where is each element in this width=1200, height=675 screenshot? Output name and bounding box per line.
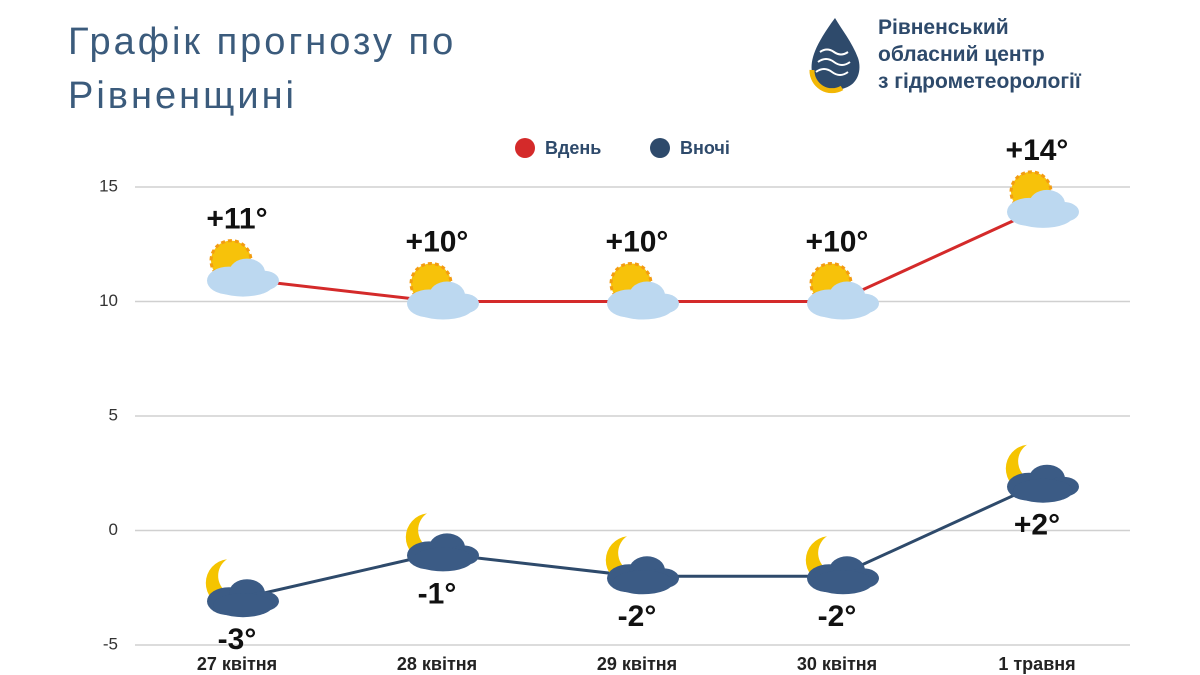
weather-icon bbox=[1005, 444, 1079, 503]
data-label: +10° bbox=[406, 225, 469, 258]
logo-line: Рівненський bbox=[878, 16, 1009, 39]
x-tick-label: 28 квітня bbox=[397, 654, 477, 674]
y-tick-label: 15 bbox=[99, 176, 118, 195]
cloud bbox=[1013, 203, 1073, 228]
logo-line: з гідрометеорології bbox=[878, 70, 1082, 93]
y-tick-label: 5 bbox=[109, 405, 118, 424]
cloud bbox=[813, 570, 873, 595]
cloud bbox=[213, 272, 273, 297]
cloud bbox=[1013, 478, 1073, 503]
weather-icon bbox=[205, 559, 279, 618]
data-label: -3° bbox=[218, 623, 257, 656]
legend-label: Вдень bbox=[545, 138, 601, 158]
cloud bbox=[613, 295, 673, 320]
data-label: +2° bbox=[1014, 509, 1060, 542]
weather-icon bbox=[807, 262, 879, 320]
title-line: Графік прогнозу по bbox=[68, 21, 456, 63]
legend-marker bbox=[515, 138, 535, 158]
cloud bbox=[813, 295, 873, 320]
logo-text: Рівненський обласний центр з гідрометеор… bbox=[878, 16, 1082, 93]
x-tick-label: 1 травня bbox=[998, 654, 1075, 674]
x-tick-label: 27 квітня bbox=[197, 654, 277, 674]
weather-icon bbox=[1007, 170, 1079, 228]
logo-line: обласний центр bbox=[878, 43, 1045, 66]
cloud bbox=[213, 593, 273, 618]
cloud bbox=[413, 547, 473, 572]
data-label: -2° bbox=[618, 600, 657, 633]
weather-icon bbox=[207, 239, 279, 297]
weather-icon bbox=[405, 513, 479, 572]
cloud bbox=[613, 570, 673, 595]
chart-title: Графік прогнозу по Рівненщині bbox=[68, 21, 470, 117]
y-tick-label: -5 bbox=[103, 634, 118, 653]
legend-label: Вночі bbox=[680, 138, 730, 158]
weather-icon bbox=[607, 262, 679, 320]
x-tick-label: 30 квітня bbox=[797, 654, 877, 674]
data-label: +11° bbox=[206, 203, 267, 236]
weather-icon bbox=[805, 536, 879, 595]
x-tick-label: 29 квітня bbox=[597, 654, 677, 674]
data-label: -2° bbox=[818, 600, 857, 633]
logo-icon bbox=[809, 18, 860, 94]
cloud bbox=[413, 295, 473, 320]
title-line: Рівненщині bbox=[68, 75, 297, 117]
y-tick-label: 0 bbox=[109, 520, 118, 539]
data-label: +10° bbox=[806, 225, 869, 258]
legend-marker bbox=[650, 138, 670, 158]
weather-icon bbox=[605, 536, 679, 595]
y-tick-label: 10 bbox=[99, 291, 118, 310]
weather-icon bbox=[407, 262, 479, 320]
data-label: -1° bbox=[418, 577, 457, 610]
data-label: +10° bbox=[606, 225, 669, 258]
data-label: +14° bbox=[1006, 134, 1069, 167]
